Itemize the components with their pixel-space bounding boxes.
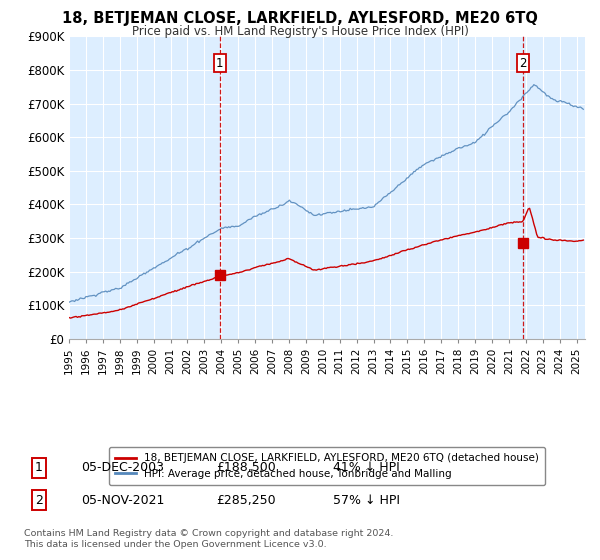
Text: 2: 2 [35, 493, 43, 507]
Text: Price paid vs. HM Land Registry's House Price Index (HPI): Price paid vs. HM Land Registry's House … [131, 25, 469, 38]
Text: Contains HM Land Registry data © Crown copyright and database right 2024.
This d: Contains HM Land Registry data © Crown c… [24, 529, 394, 549]
Text: 1: 1 [216, 57, 224, 70]
Text: 57% ↓ HPI: 57% ↓ HPI [333, 493, 400, 507]
Text: 1: 1 [35, 461, 43, 474]
Text: 41% ↓ HPI: 41% ↓ HPI [333, 461, 400, 474]
Text: 18, BETJEMAN CLOSE, LARKFIELD, AYLESFORD, ME20 6TQ: 18, BETJEMAN CLOSE, LARKFIELD, AYLESFORD… [62, 11, 538, 26]
Text: £285,250: £285,250 [216, 493, 275, 507]
Text: £188,500: £188,500 [216, 461, 276, 474]
Legend: 18, BETJEMAN CLOSE, LARKFIELD, AYLESFORD, ME20 6TQ (detached house), HPI: Averag: 18, BETJEMAN CLOSE, LARKFIELD, AYLESFORD… [109, 447, 545, 485]
Text: 05-DEC-2003: 05-DEC-2003 [81, 461, 164, 474]
Text: 2: 2 [520, 57, 527, 70]
Text: 05-NOV-2021: 05-NOV-2021 [81, 493, 164, 507]
